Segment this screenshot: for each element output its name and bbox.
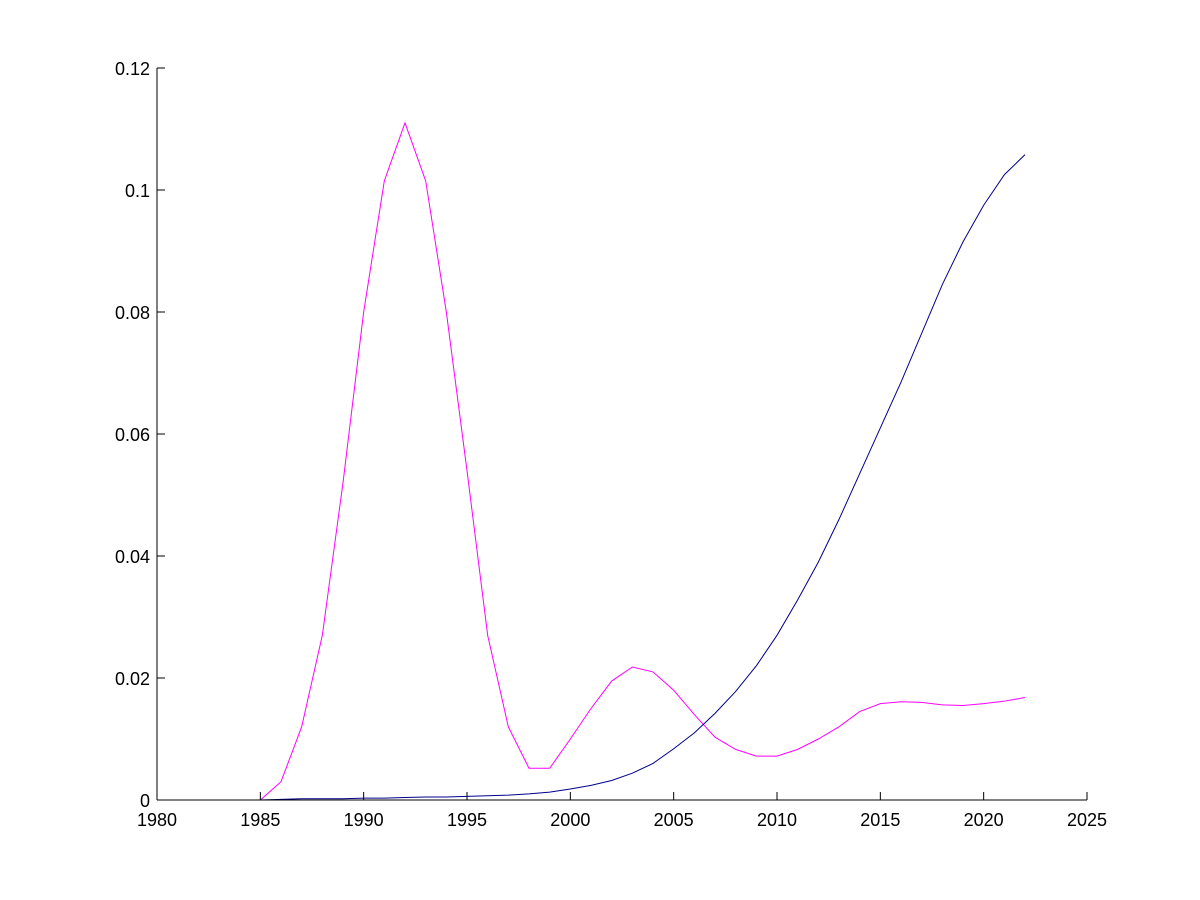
x-tick-label: 2000 [550,810,590,830]
x-ticks: 1980 1985 1990 1995 2000 2005 2010 2015 2020 2025 [137,792,1107,830]
x-tick-label: 2005 [654,810,694,830]
x-tick-label: 1980 [137,810,177,830]
series-line-1 [157,121,1026,801]
y-ticks: 0 0.02 0.04 0.06 0.08 0.1 0.12 [115,59,165,811]
y-tick-label: 0.1 [125,181,150,201]
y-tick-label: 0.04 [115,547,150,567]
series-line-2 [157,154,1026,801]
x-tick-label: 2025 [1067,810,1107,830]
series-layer [157,121,1026,801]
x-tick-label: 2015 [860,810,900,830]
x-tick-label: 2020 [964,810,1004,830]
y-tick-label: 0.06 [115,425,150,445]
y-tick-label: 0.02 [115,669,150,689]
y-tick-label: 0.08 [115,303,150,323]
x-tick-label: 1995 [447,810,487,830]
x-tick-label: 1985 [240,810,280,830]
y-tick-label: 0.12 [115,59,150,79]
x-tick-label: 1990 [344,810,384,830]
x-tick-label: 2010 [757,810,797,830]
axes [156,68,1087,801]
y-tick-label: 0 [140,791,150,811]
